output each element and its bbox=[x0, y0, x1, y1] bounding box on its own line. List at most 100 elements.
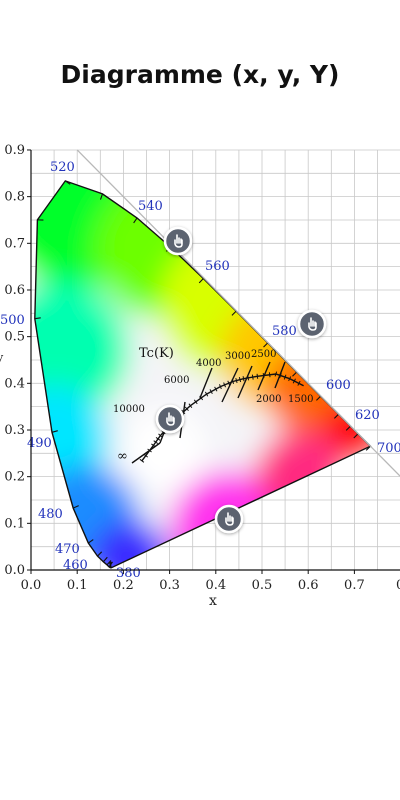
locus-tick bbox=[72, 505, 79, 509]
spectral-locus-ticks bbox=[34, 180, 371, 568]
x-tick-label: 0.6 bbox=[298, 578, 319, 593]
planck-tick bbox=[155, 437, 161, 441]
iso-line-3000b bbox=[237, 365, 253, 399]
planck-tick bbox=[223, 382, 226, 388]
chart-svg: ∞ 10000 6000 4000 3000 2500 2000 1500 Tc… bbox=[0, 143, 400, 609]
wavelength-label-490: 490 bbox=[27, 436, 52, 451]
y-tick-label: 0.0 bbox=[4, 563, 25, 578]
cct-10000-label: 10000 bbox=[113, 404, 145, 415]
iso-line-2500 bbox=[257, 361, 271, 391]
chromaticity-diagram: ∞ 10000 6000 4000 3000 2500 2000 1500 Tc… bbox=[0, 140, 400, 610]
locus-tick bbox=[231, 310, 237, 316]
planckian-locus bbox=[141, 373, 304, 462]
locus-tick bbox=[333, 413, 339, 419]
hotspot-560[interactable] bbox=[163, 226, 193, 256]
diagonal-line bbox=[76, 149, 400, 477]
planck-tick bbox=[158, 433, 163, 438]
iso-line-inf bbox=[131, 442, 161, 464]
y-axis-label: y bbox=[0, 351, 4, 364]
locus-tick bbox=[34, 317, 41, 320]
locus-tick bbox=[102, 556, 108, 563]
planck-tick bbox=[193, 399, 198, 405]
y-tick-label: 0.9 bbox=[4, 143, 25, 158]
touch-icon bbox=[174, 234, 183, 248]
locus-tick bbox=[97, 551, 103, 557]
wavelength-label-480: 480 bbox=[38, 507, 63, 522]
planck-tick bbox=[139, 458, 145, 463]
locus-tick bbox=[88, 539, 94, 544]
locus-tick bbox=[133, 217, 138, 224]
locus-tick bbox=[99, 193, 103, 200]
wavelength-label-580: 580 bbox=[272, 324, 297, 339]
planck-tick bbox=[204, 391, 209, 397]
x-tick-label: 0.7 bbox=[344, 578, 365, 593]
wavelength-label-500: 500 bbox=[0, 313, 25, 328]
y-tick-label: 0.6 bbox=[4, 283, 25, 298]
iso-line-3000a bbox=[221, 367, 239, 403]
x-axis-label: x bbox=[209, 593, 217, 609]
planck-tick bbox=[242, 376, 245, 382]
planck-tick bbox=[153, 440, 159, 444]
x-tick-label: 0.4 bbox=[205, 578, 226, 593]
planck-tick bbox=[256, 373, 259, 379]
wavelength-label-470: 470 bbox=[55, 542, 80, 557]
planck-tick bbox=[292, 378, 296, 384]
locus-tick bbox=[106, 560, 112, 566]
y-tick-label: 0.2 bbox=[4, 470, 25, 485]
y-tick-labels: 0.0 0.1 0.2 0.3 0.4 0.5 0.6 0.7 0.8 0.9 bbox=[4, 143, 31, 578]
planck-tick bbox=[283, 374, 287, 380]
x-tick-label: 0.1 bbox=[67, 578, 88, 593]
x-tick-label: 0.2 bbox=[113, 578, 134, 593]
touch-icon bbox=[225, 512, 234, 526]
locus-tick bbox=[365, 445, 371, 451]
locus-tick bbox=[65, 180, 71, 185]
wavelength-label-540: 540 bbox=[138, 199, 163, 214]
y-tick-label: 0.8 bbox=[4, 190, 25, 205]
cct-6000-label: 6000 bbox=[164, 375, 189, 386]
planck-tick bbox=[238, 377, 242, 383]
planck-tick bbox=[274, 371, 278, 377]
x-tick-label: 0.5 bbox=[252, 578, 273, 593]
locus-tick bbox=[51, 430, 58, 433]
x-tick-label: 0.0 bbox=[21, 578, 42, 593]
color-gamut-fill bbox=[34, 180, 371, 568]
locus-tick bbox=[316, 395, 322, 401]
y-tick-label: 0.4 bbox=[4, 376, 25, 391]
planck-tick bbox=[184, 406, 189, 412]
planck-tick bbox=[297, 380, 301, 386]
planck-tick bbox=[268, 372, 271, 378]
x-tick-label: 0 bbox=[396, 578, 400, 593]
wavelength-label-700: 700 bbox=[377, 441, 400, 456]
planck-tick bbox=[188, 403, 193, 409]
iso-line-4000 bbox=[199, 367, 213, 399]
y-tick-label: 0.3 bbox=[4, 423, 25, 438]
hotspot-purple-line[interactable] bbox=[214, 504, 244, 534]
wavelength-label-560: 560 bbox=[205, 259, 230, 274]
cct-4000-label: 4000 bbox=[196, 358, 221, 369]
wavelength-label-460: 460 bbox=[63, 558, 88, 573]
wavelength-label-600: 600 bbox=[326, 378, 351, 393]
y-tick-label: 0.1 bbox=[4, 516, 25, 531]
touch-icon bbox=[308, 317, 317, 331]
x-tick-label: 0.3 bbox=[159, 578, 180, 593]
cct-1500-label: 1500 bbox=[288, 394, 313, 405]
locus-tick bbox=[353, 433, 359, 439]
y-tick-label: 0.5 bbox=[4, 330, 25, 345]
hotspot-580[interactable] bbox=[297, 309, 327, 339]
locus-tick bbox=[345, 425, 351, 431]
cct-2000-label: 2000 bbox=[256, 394, 281, 405]
wavelength-label-620: 620 bbox=[355, 408, 380, 423]
locus-tick bbox=[108, 561, 114, 568]
touch-icon bbox=[166, 412, 175, 426]
planck-tick bbox=[209, 389, 213, 395]
planck-tick bbox=[214, 386, 218, 392]
cct-inf-label: ∞ bbox=[117, 449, 128, 464]
locus-tick bbox=[263, 342, 269, 348]
cct-2500-label: 2500 bbox=[251, 349, 276, 360]
iso-line-2000 bbox=[274, 361, 286, 389]
hotspot-white-point[interactable] bbox=[155, 404, 185, 434]
locus-tick bbox=[292, 371, 298, 377]
wavelength-label-520: 520 bbox=[50, 160, 75, 175]
planck-tick bbox=[288, 376, 292, 382]
cct-3000-label: 3000 bbox=[225, 351, 250, 362]
